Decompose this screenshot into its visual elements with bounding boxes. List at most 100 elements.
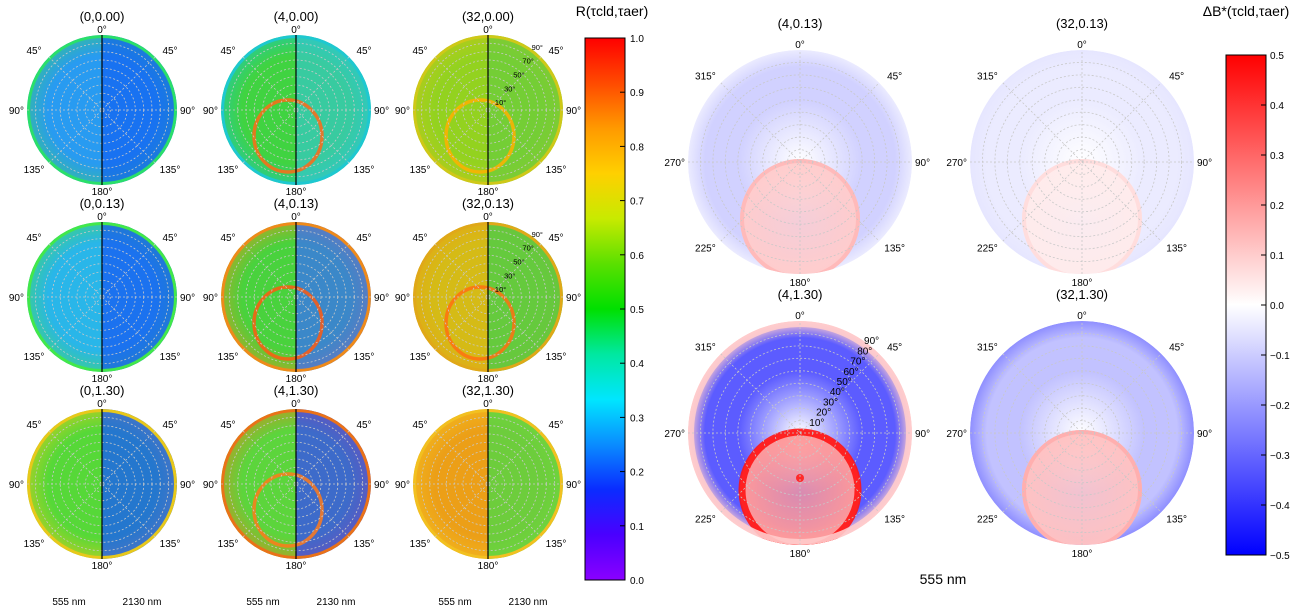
plot-title: (32,0.00) [462,9,514,24]
azimuth-label: 180° [92,561,113,572]
polar-plot: (0,0.13) 0° 180° 90° 90° 45° 45° 135° 135° [9,196,195,385]
azimuth-label: 45° [412,420,427,431]
plot-title: (0,1.30) [80,383,125,398]
grid-spoke [434,430,542,538]
azimuth-label: 135° [354,352,375,363]
azimuth-label: 45° [887,342,902,353]
colorbar-tick-label: −0.4 [1270,501,1290,512]
azimuth-label: 0° [483,212,493,223]
colorbar-tick-label: −0.5 [1270,551,1290,562]
colorbar-gradient [584,37,626,581]
plot-title: (0,0.13) [80,196,125,211]
polar-plot: (32,0.13) 0° 180° 90° 90° 45° 45° 135° 135° 10° 3… [395,196,581,385]
azimuth-label: 135° [410,165,431,176]
backscatter-lobe [1022,430,1142,545]
colorbar-tick-label: 0.2 [630,468,644,479]
colorbar-tick-label: −0.2 [1270,401,1290,412]
azimuth-label: 45° [220,233,235,244]
azimuth-label: 135° [410,352,431,363]
wavelength-label: 555 nm [920,571,967,587]
azimuth-label: 0° [795,40,805,51]
azimuth-label: 45° [162,233,177,244]
azimuth-label: 135° [24,165,45,176]
azimuth-label: 315° [695,342,716,353]
grid-spoke [242,56,350,164]
azimuth-label: 180° [1072,549,1093,560]
grid-spoke [242,56,350,164]
azimuth-label: 270° [664,158,685,169]
plot-title: (4,1.30) [274,383,319,398]
polar-plot: (4,1.30) 0° 180° 270° 90° 315° 45° 225° 135° 10°… [664,287,930,560]
azimuth-label: 90° [1197,158,1212,169]
difference-colorbar: ΔB*(τcld,τaer) 0.5 0.4 0.3 0.2 0.1 0.0 −0.1 −0.… [1203,3,1290,562]
azimuth-label: 180° [286,374,307,385]
polar-plot: (4,0.00) 0° 180° 90° 90° 45° 45° 135° 135° [203,9,389,198]
colorbar-tick-label: 0.7 [630,197,644,208]
grid-spoke [434,56,542,164]
azimuth-label: 90° [566,480,581,491]
grid-spoke [434,430,542,538]
azimuth-label: 315° [695,71,716,82]
azimuth-label: 0° [1077,311,1087,322]
colorbar-tick-label: −0.1 [1270,351,1290,362]
grid-spoke [1002,82,1162,242]
azimuth-label: 45° [26,46,41,57]
zenith-label: 20° [816,408,831,419]
polar-plot: (4,0.13) 0° 180° 270° 90° 315° 45° 225° 135° [664,16,930,289]
zenith-label: 70° [850,357,865,368]
grid-ring [470,279,506,315]
azimuth-label: 225° [977,515,998,526]
grid-spoke [48,243,156,351]
backscatter-lobe [1022,159,1142,274]
azimuth-label: 180° [478,561,499,572]
azimuth-label: 90° [203,480,218,491]
polar-plot: (4,1.30) 0° 180° 90° 90° 45° 45° 135° 135° [203,383,389,572]
azimuth-label: 0° [1077,40,1087,51]
zenith-label: 60° [844,367,859,378]
azimuth-label: 45° [548,233,563,244]
colorbar-tick-label: 1.0 [630,34,644,45]
backscatter-lobe [740,430,860,545]
grid-spoke [720,353,880,513]
azimuth-label: 180° [92,187,113,198]
azimuth-label: 315° [977,342,998,353]
grid-spoke [242,430,350,538]
wavelength-labels: 555 nm 2130 nm 555 nm 2130 nm 555 nm 2130 nm [52,597,547,608]
grid-ring [470,92,506,128]
glory-ring [444,98,516,174]
grid-spoke [48,56,156,164]
azimuth-label: 90° [9,106,24,117]
difference-field [688,321,912,545]
azimuth-label: 45° [162,46,177,57]
azimuth-label: 225° [695,244,716,255]
colorbar-tick-label: 0.5 [1270,51,1284,62]
zenith-label: 30° [823,397,838,408]
zenith-label: 80° [857,346,872,357]
grid-spoke [1002,353,1162,513]
colorbar-label: ΔB*(τcld,τaer) [1203,3,1290,19]
colorbar-tick-label: 0.4 [1270,101,1284,112]
zenith-label: 90° [532,43,543,52]
glory-ring [444,285,516,361]
zenith-label: 30° [504,271,515,280]
azimuth-label: 90° [395,293,410,304]
plot-title: (4,1.30) [778,287,823,302]
difference-field [688,50,912,274]
azimuth-label: 135° [354,165,375,176]
azimuth-label: 225° [977,244,998,255]
grid-ring [278,92,314,128]
plot-title: (0,0.00) [80,9,125,24]
azimuth-label: 0° [291,399,301,410]
azimuth-label: 90° [395,106,410,117]
zenith-label: 50° [513,257,524,266]
azimuth-label: 45° [356,420,371,431]
azimuth-label: 0° [291,25,301,36]
plot-title: (4,0.00) [274,9,319,24]
zenith-label: 10° [809,418,824,429]
grid-spoke [242,243,350,351]
azimuth-label: 45° [220,46,235,57]
azimuth-label: 180° [478,187,499,198]
azimuth-label: 180° [286,187,307,198]
zenith-label: 70° [522,57,533,66]
azimuth-label: 45° [887,71,902,82]
